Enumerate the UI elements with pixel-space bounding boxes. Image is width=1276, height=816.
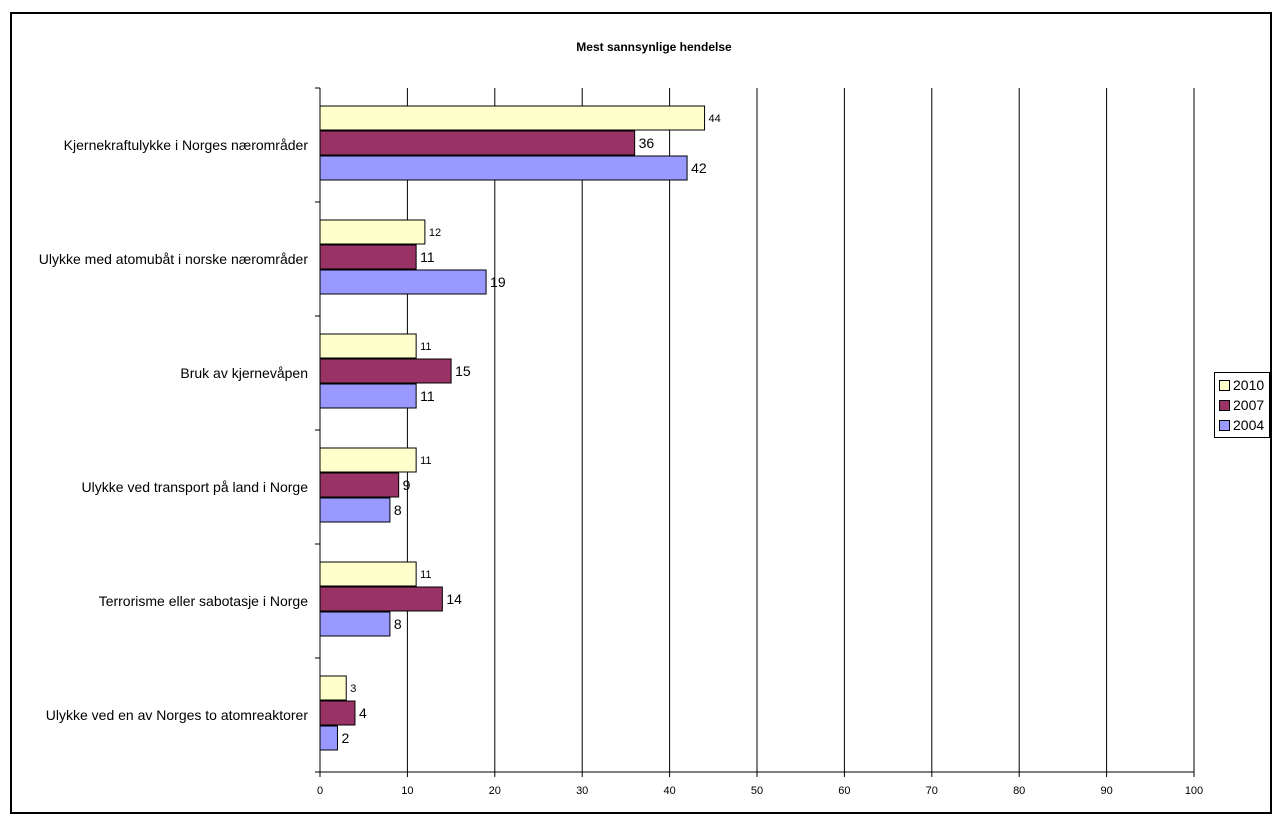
- bar-2004: [319, 383, 417, 409]
- legend-item-2010: 2010: [1219, 376, 1264, 394]
- data-label-2007: 15: [455, 363, 471, 379]
- x-tick-label: 0: [317, 785, 323, 797]
- bar-2010: [319, 219, 426, 245]
- data-label-2010: 12: [429, 227, 441, 239]
- bar-2004: [319, 725, 338, 751]
- x-tick-label: 70: [926, 785, 938, 797]
- bar-2004: [319, 269, 487, 295]
- bar-2007: [319, 358, 452, 384]
- bars: [319, 105, 706, 751]
- data-label-2010: 11: [420, 455, 431, 467]
- category-label: Terrorisme eller sabotasje i Norge: [98, 592, 308, 609]
- data-label-2004: 11: [420, 388, 435, 404]
- data-label-2004: 8: [394, 616, 402, 632]
- bar-2007: [319, 586, 443, 612]
- data-label-2004: 19: [490, 274, 506, 290]
- bar-2004: [319, 611, 391, 637]
- axes: 0 10 20 30 40 50 60 70 80 90 100: [315, 87, 1203, 797]
- bar-2010: [319, 105, 706, 131]
- category-label: Ulykke ved transport på land i Norge: [81, 478, 308, 495]
- legend: 2010 2007 2004: [1214, 372, 1270, 438]
- data-label-2010: 11: [420, 569, 431, 581]
- bar-2007: [319, 130, 636, 156]
- data-label-2007: 14: [446, 591, 462, 607]
- chart-title: Mest sannsynlige hendelse: [576, 40, 732, 54]
- data-label-2010: 44: [709, 113, 721, 125]
- bar-2007: [319, 472, 400, 498]
- bar-2004: [319, 155, 688, 181]
- category-label: Kjernekraftulykke i Norges nærområder: [63, 136, 308, 153]
- x-tick-label: 20: [489, 785, 501, 797]
- x-tick-label: 80: [1013, 785, 1025, 797]
- legend-label: 2007: [1233, 397, 1265, 413]
- category-label: Ulykke ved en av Norges to atomreaktorer: [45, 706, 308, 723]
- x-tick-label: 40: [663, 785, 675, 797]
- data-label-2007: 9: [403, 477, 411, 493]
- chart-frame: [10, 12, 1272, 814]
- legend-swatch: [1219, 419, 1230, 431]
- category-label: Ulykke med atomubåt i norske nærområder: [38, 250, 308, 267]
- bar-2010: [319, 561, 417, 587]
- bar-2007: [319, 244, 417, 270]
- legend-swatch: [1219, 399, 1230, 411]
- bar-2004: [319, 497, 391, 523]
- legend-swatch: [1219, 379, 1230, 391]
- data-label-2010: 3: [350, 683, 356, 695]
- bar-2007: [319, 700, 356, 726]
- x-tick-label: 90: [1100, 785, 1112, 797]
- x-tick-label: 100: [1185, 785, 1203, 797]
- bar-2010: [319, 675, 347, 701]
- x-tick-label: 60: [838, 785, 850, 797]
- data-label-2004: 2: [341, 730, 349, 746]
- x-tick-label: 10: [401, 785, 413, 797]
- category-label: Bruk av kjernevåpen: [180, 364, 308, 381]
- x-tick-label: 30: [576, 785, 588, 797]
- gridlines: [406, 88, 1195, 772]
- legend-label: 2004: [1233, 417, 1265, 433]
- data-label-2004: 42: [691, 160, 707, 176]
- x-tick-label: 50: [751, 785, 763, 797]
- data-label-2004: 8: [394, 502, 402, 518]
- data-label-2010: 11: [420, 341, 431, 353]
- legend-item-2004: 2004: [1219, 416, 1264, 434]
- bar-2010: [319, 333, 417, 359]
- legend-label: 2010: [1233, 377, 1265, 393]
- bar-2010: [319, 447, 417, 473]
- data-label-2007: 11: [420, 249, 435, 265]
- data-label-2007: 4: [359, 705, 367, 721]
- data-label-2007: 36: [639, 135, 655, 151]
- legend-item-2007: 2007: [1219, 396, 1264, 414]
